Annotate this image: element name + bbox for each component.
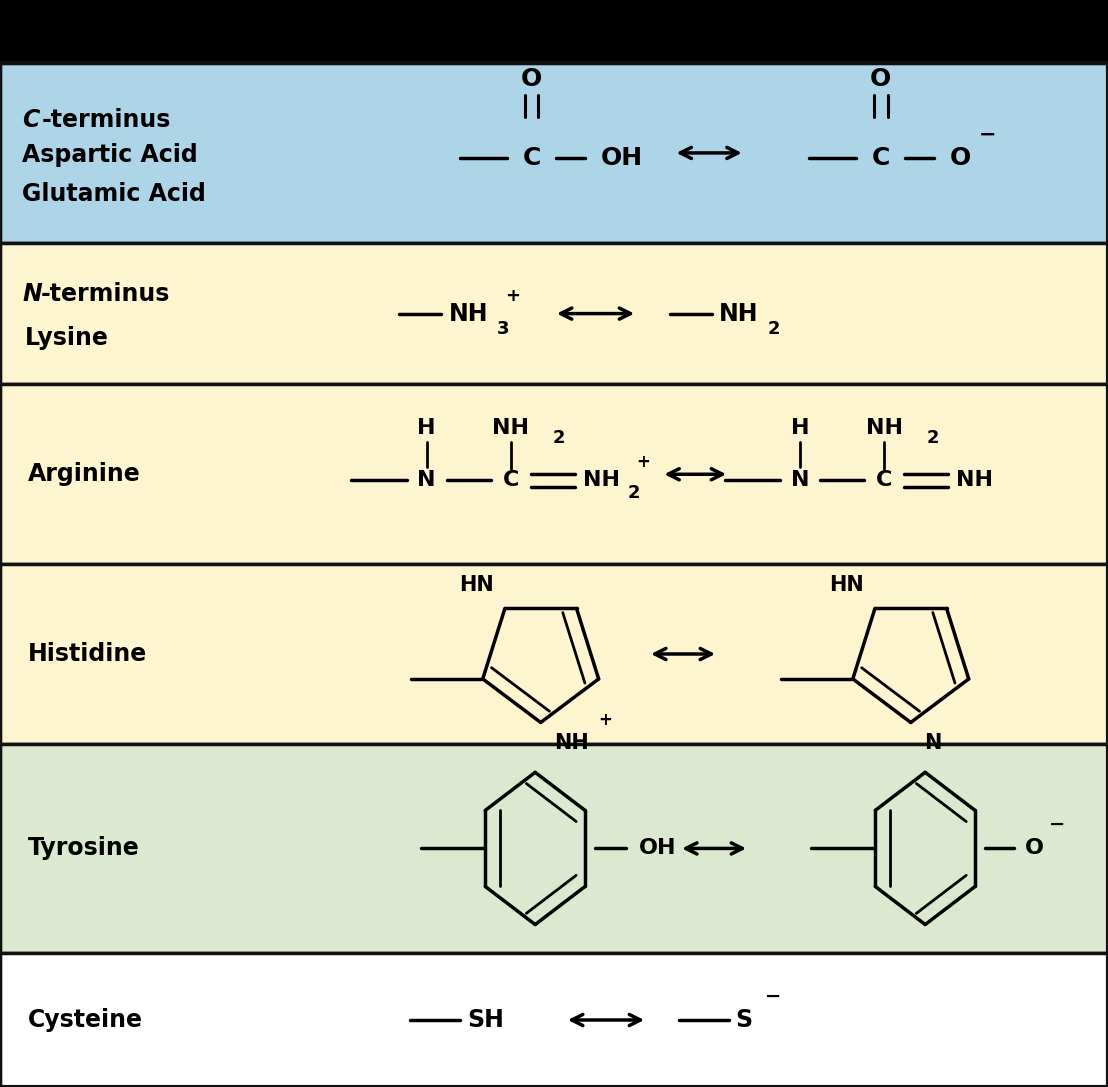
Bar (0, 744, 1108, 953)
Text: C: C (872, 147, 890, 171)
Text: Aspartic Acid: Aspartic Acid (22, 143, 198, 167)
Text: −: − (978, 124, 996, 145)
Text: OH: OH (639, 838, 677, 859)
Text: O: O (870, 67, 892, 91)
Text: NH: NH (449, 301, 489, 326)
Text: C: C (523, 147, 541, 171)
Text: C: C (22, 109, 40, 133)
Bar (0, 564, 1108, 744)
Text: Histidine: Histidine (28, 642, 147, 666)
Text: NH: NH (956, 470, 993, 490)
Text: S: S (736, 1008, 752, 1032)
Text: NH: NH (719, 301, 759, 326)
Text: 2: 2 (553, 429, 565, 448)
Bar (0, 63, 1108, 242)
Text: +: + (636, 453, 650, 472)
Text: Tyrosine: Tyrosine (28, 836, 140, 861)
Bar (0, 385, 1108, 564)
Text: -terminus: -terminus (42, 109, 172, 133)
Text: Arginine: Arginine (28, 462, 141, 486)
Text: C: C (876, 470, 892, 490)
Text: N: N (791, 470, 809, 490)
Text: +: + (505, 287, 521, 305)
Text: HN: HN (459, 575, 494, 596)
Text: O: O (950, 147, 971, 171)
Text: O: O (521, 67, 543, 91)
Text: N: N (22, 282, 42, 307)
Text: NH: NH (492, 417, 530, 438)
Text: −: − (1049, 815, 1066, 834)
Bar (0, 953, 1108, 1087)
Text: 2: 2 (627, 484, 639, 502)
Text: 2: 2 (926, 429, 938, 448)
Text: NH: NH (554, 734, 588, 753)
Bar (0, 242, 1108, 385)
Text: H: H (791, 417, 809, 438)
Text: N: N (924, 734, 942, 753)
Text: Glutamic Acid: Glutamic Acid (22, 183, 206, 207)
Text: H: H (418, 417, 435, 438)
Text: 2: 2 (768, 320, 780, 338)
Text: −: − (765, 987, 781, 1005)
Text: Lysine: Lysine (24, 325, 109, 350)
Text: N: N (418, 470, 435, 490)
Text: -terminus: -terminus (41, 282, 171, 307)
Text: Cysteine: Cysteine (28, 1008, 143, 1032)
Bar (0, 0, 1108, 63)
Text: NH: NH (583, 470, 619, 490)
Text: 3: 3 (496, 320, 509, 338)
Text: +: + (598, 711, 613, 729)
Text: HN: HN (829, 575, 864, 596)
Text: C: C (503, 470, 519, 490)
Text: SH: SH (468, 1008, 504, 1032)
Text: NH: NH (865, 417, 903, 438)
Text: O: O (1025, 838, 1044, 859)
Text: OH: OH (601, 147, 643, 171)
